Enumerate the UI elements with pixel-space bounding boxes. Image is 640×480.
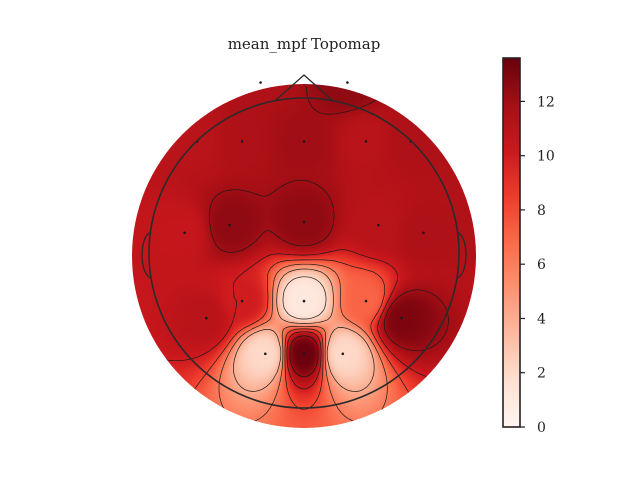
sensor-dot-p3 bbox=[240, 299, 244, 303]
colorbar-tick-label: 12 bbox=[537, 94, 555, 110]
colorbar-tick-label: 10 bbox=[537, 149, 555, 165]
sensor-dot-f4 bbox=[364, 140, 368, 143]
sensor-dot-o1 bbox=[264, 352, 267, 356]
topomap-plot bbox=[132, 74, 476, 428]
left-ear-outline bbox=[141, 231, 152, 279]
sensor-dot-f3 bbox=[240, 140, 244, 143]
sensor-dot-t5 bbox=[205, 316, 208, 320]
sensor-dot-t3 bbox=[183, 231, 186, 235]
colorbar-tick-label: 0 bbox=[537, 420, 546, 436]
sensor-dot-t4 bbox=[422, 231, 425, 235]
sensor-dot-fp1 bbox=[259, 81, 262, 84]
nose-outline bbox=[275, 74, 333, 101]
sensor-dot-cz bbox=[302, 220, 306, 224]
colorbar-tick-label: 4 bbox=[537, 312, 546, 328]
colorbar: 0 2 4 6 8 10 12 bbox=[502, 57, 555, 436]
colorbar-tick-label: 2 bbox=[537, 366, 546, 382]
topomap-contours bbox=[133, 85, 475, 427]
colorbar-ticks: 0 2 4 6 8 10 12 bbox=[520, 94, 555, 436]
sensor-dot-pz bbox=[302, 299, 306, 303]
head-outline bbox=[148, 97, 460, 409]
sensor-dot-fz bbox=[302, 140, 306, 143]
colorbar-frame bbox=[502, 57, 521, 428]
sensor-dot-o2 bbox=[341, 352, 345, 356]
sensor-dot-c3 bbox=[228, 223, 231, 227]
colorbar-tick-label: 6 bbox=[537, 257, 546, 273]
contour-level-line bbox=[209, 85, 449, 378]
colorbar-tick-label: 8 bbox=[537, 203, 546, 219]
sensor-dot-fp2 bbox=[346, 81, 349, 84]
sensor-dot-p4 bbox=[364, 299, 368, 303]
colorbar-gradient bbox=[503, 58, 520, 427]
sensor-dot-oz bbox=[302, 352, 306, 356]
chart-title: mean_mpf Topomap bbox=[228, 35, 381, 53]
contour-level-line bbox=[282, 276, 327, 320]
sensor-dot-t6 bbox=[400, 316, 403, 320]
contour-level-line bbox=[233, 268, 375, 392]
sensor-dot-c4 bbox=[377, 223, 380, 227]
right-ear-outline bbox=[456, 231, 467, 279]
